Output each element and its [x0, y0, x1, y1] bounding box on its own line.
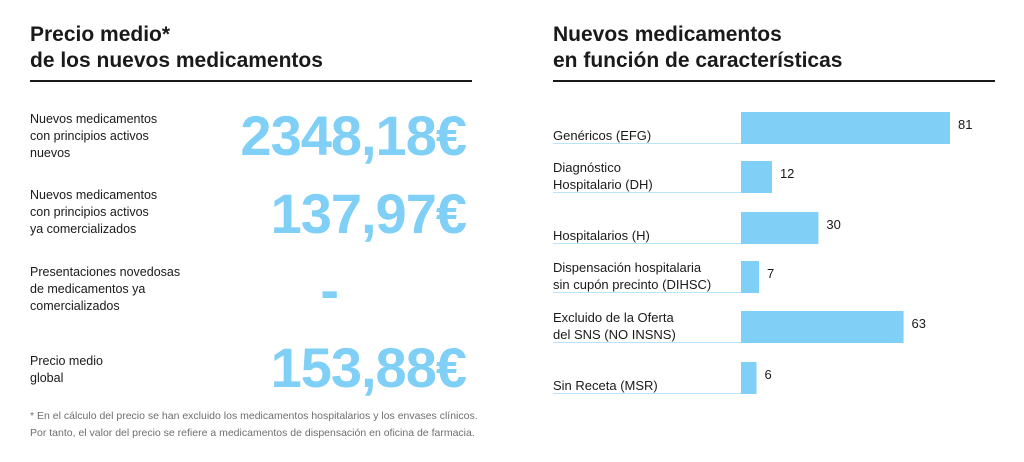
price-label-line: comercializados: [30, 299, 120, 313]
bar: [741, 311, 904, 343]
price-value-new-presentations: -: [320, 258, 339, 321]
footnote-line: * En el cálculo del precio se han exclui…: [30, 410, 478, 422]
right-title-line-1: Nuevos medicamentos: [553, 23, 782, 46]
right-title-line-2: en función de características: [553, 49, 843, 72]
bar: [741, 362, 757, 394]
category-label: Diagnóstico: [553, 160, 621, 175]
bar: [741, 212, 819, 244]
price-label-line: Precio medio: [30, 354, 103, 368]
price-row-label: Presentaciones novedosas de medicamentos…: [30, 264, 220, 315]
category-label: Hospitalario (DH): [553, 177, 653, 192]
bar: [741, 161, 772, 193]
price-label-line: Nuevos medicamentos: [30, 188, 158, 202]
left-title-line-1: Precio medio*: [30, 23, 171, 46]
price-label-line: global: [30, 371, 64, 385]
price-label-line: con principios activos: [30, 205, 149, 219]
price-row-label: Precio medio global: [30, 353, 220, 387]
category-label: Hospitalarios (H): [553, 228, 650, 243]
category-label: Dispensación hospitalaria: [553, 260, 702, 275]
left-title-rule: [30, 80, 472, 82]
value-label: 7: [767, 266, 774, 281]
footnote: * En el cálculo del precio se han exclui…: [30, 408, 530, 442]
category-label: Genéricos (EFG): [553, 128, 651, 143]
value-label: 12: [780, 166, 794, 181]
bar: [741, 112, 950, 144]
price-row-label: Nuevos medicamentos con principios activ…: [30, 187, 220, 238]
footnote-line: Por tanto, el valor del precio se refier…: [30, 427, 475, 439]
category-label: del SNS (NO INSNS): [553, 327, 676, 342]
price-label-line: nuevos: [30, 146, 71, 160]
price-label-line: Presentaciones novedosas: [30, 265, 181, 279]
right-panel-title: Nuevos medicamentos en función de caract…: [553, 22, 995, 74]
right-title-rule: [553, 80, 995, 82]
price-value-existing-active: 137,97€: [270, 182, 467, 245]
left-title-line-2: de los nuevos medicamentos: [30, 49, 323, 72]
value-label: 63: [912, 316, 926, 331]
price-label-line: ya comercializados: [30, 222, 137, 236]
category-label: sin cupón precinto (DIHSC): [553, 277, 711, 292]
price-label-line: con principios activos: [30, 129, 149, 143]
value-label: 6: [764, 367, 771, 382]
price-label-line: de medicamentos ya: [30, 282, 146, 296]
category-label: Excluido de la Oferta: [553, 310, 674, 325]
value-label: 81: [958, 117, 972, 132]
bar: [741, 261, 760, 293]
price-value-new-active: 2348,18€: [240, 104, 467, 167]
value-label: 30: [826, 217, 840, 232]
price-label-line: Nuevos medicamentos: [30, 112, 158, 126]
price-row-label: Nuevos medicamentos con principios activ…: [30, 111, 220, 162]
category-label: Sin Receta (MSR): [553, 378, 658, 393]
left-panel-title: Precio medio* de los nuevos medicamentos: [30, 22, 472, 74]
price-value-global: 153,88€: [270, 336, 467, 399]
